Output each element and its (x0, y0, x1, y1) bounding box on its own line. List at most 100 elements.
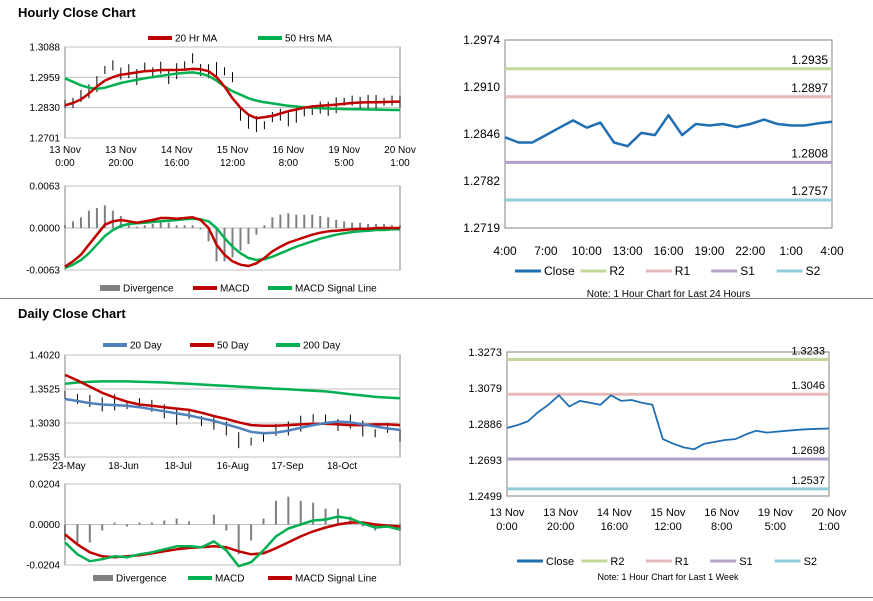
y-tick-label: 1.3525 (29, 385, 60, 396)
legend-swatch (268, 576, 292, 580)
legend-swatch (645, 269, 672, 273)
y-tick-label: 1.2959 (29, 73, 60, 84)
y-tick-label: 0.0000 (29, 224, 60, 235)
legend-label: S1 (739, 556, 752, 568)
x-tick-label: 16:00 (653, 244, 683, 258)
ma50-line (64, 373, 401, 427)
legend-swatch (645, 559, 672, 563)
x-tick-label: 16 Nov (704, 507, 739, 519)
ma50-line (64, 71, 400, 112)
pivot-s2-label: 1.2757 (791, 184, 828, 198)
y-tick-label: 1.3273 (468, 347, 502, 359)
x-tick-label: 8:00 (279, 158, 299, 169)
legend-swatch (581, 559, 608, 563)
y-tick-label: -0.0204 (26, 561, 60, 572)
x-tick-label: 16-Aug (217, 461, 249, 472)
section-divider (0, 298, 873, 299)
x-tick-label: 12:00 (654, 521, 682, 533)
pivot-s1-label: 1.2808 (791, 146, 828, 160)
legend-swatch (103, 343, 127, 347)
legend-swatch (268, 286, 292, 290)
chart-note: Note: 1 Hour Chart for Last 24 Hours (587, 289, 750, 300)
legend-swatch (188, 576, 212, 580)
y-tick-label: 0.0063 (29, 182, 60, 193)
y-tick-label: 1.2910 (463, 80, 500, 94)
y-tick-label: 1.2846 (463, 127, 500, 141)
legend-swatch (515, 269, 541, 273)
x-tick-label: 14 Nov (161, 145, 193, 156)
pivot-r1-label: 1.3046 (791, 380, 825, 392)
y-tick-label: 1.2782 (463, 174, 500, 188)
x-tick-label: 13 Nov (49, 145, 81, 156)
close-line (504, 113, 833, 148)
x-tick-label: 1:00 (779, 244, 803, 258)
x-tick-label: 16 Nov (272, 145, 304, 156)
x-tick-label: 16:00 (164, 158, 189, 169)
x-tick-label: 20:00 (108, 158, 133, 169)
legend-label: R2 (609, 264, 625, 278)
legend-swatch (710, 559, 737, 563)
macd-signal-line (64, 217, 400, 270)
y-tick-label: 0.0204 (29, 480, 60, 491)
x-tick-label: 13 Nov (105, 145, 137, 156)
x-tick-label: 18-Jun (108, 461, 139, 472)
y-tick-label: 1.2830 (29, 103, 60, 114)
x-tick-label: 4:00 (493, 244, 517, 258)
y-tick-label: -0.0063 (26, 266, 60, 277)
x-tick-label: 13:00 (613, 244, 643, 258)
legend-label: 200 Day (303, 341, 340, 352)
legend-swatch (774, 559, 801, 563)
legend-label: S2 (806, 264, 821, 278)
x-tick-label: 5:00 (334, 158, 354, 169)
x-tick-label: 19 Nov (328, 145, 360, 156)
x-tick-label: 0:00 (55, 158, 75, 169)
pivot-r2-label: 1.2935 (791, 53, 828, 67)
legend-label: Divergence (116, 574, 167, 585)
hourly-pivot-frame (504, 39, 833, 229)
x-tick-label: 19 Nov (758, 507, 793, 519)
x-tick-label: 4:00 (820, 244, 844, 258)
legend-label: R1 (675, 264, 691, 278)
y-tick-label: 1.2719 (463, 221, 500, 235)
x-tick-label: 18-Oct (327, 461, 357, 472)
y-tick-label: 1.2886 (468, 419, 502, 431)
macd-line (64, 216, 400, 268)
pivot-s1-label: 1.2698 (791, 445, 825, 457)
legend-swatch (711, 269, 738, 273)
legend-swatch (93, 575, 113, 581)
legend-label: MACD Signal Line (295, 574, 377, 585)
x-tick-label: 15 Nov (651, 507, 686, 519)
legend-label: MACD (220, 284, 249, 295)
legend-swatch (100, 285, 120, 291)
daily-section-title: Daily Close Chart (18, 306, 126, 321)
x-tick-label: 13 Nov (490, 507, 525, 519)
legend-label: 50 Day (217, 341, 249, 352)
macd-signal-line (64, 521, 401, 559)
bottom-divider (0, 597, 873, 598)
legend-swatch (580, 269, 607, 273)
x-tick-label: 16:00 (601, 521, 629, 533)
x-tick-label: 13 Nov (543, 507, 578, 519)
y-tick-label: 1.2974 (463, 33, 500, 47)
y-tick-label: 1.2701 (29, 134, 60, 145)
x-tick-label: 12:00 (220, 158, 245, 169)
ma200-line (64, 380, 401, 400)
legend-swatch (776, 269, 803, 273)
legend-swatch (276, 343, 300, 347)
x-tick-label: 18-Jul (165, 461, 192, 472)
legend-swatch (193, 286, 217, 290)
pivot-r1-label: 1.2897 (791, 81, 828, 95)
legend-label: 50 Hrs MA (285, 34, 333, 45)
legend-label: R1 (675, 556, 689, 568)
x-tick-label: 20:00 (547, 521, 575, 533)
y-tick-label: 0.0000 (29, 520, 60, 531)
x-tick-label: 15 Nov (217, 145, 249, 156)
legend-label: MACD (215, 574, 244, 585)
x-tick-label: 7:00 (534, 244, 558, 258)
x-tick-label: 20 Nov (812, 507, 847, 519)
y-tick-label: 1.2693 (468, 455, 502, 467)
x-tick-label: 0:00 (496, 521, 517, 533)
y-tick-label: 1.3030 (29, 419, 60, 430)
legend-label: Close (544, 264, 575, 278)
